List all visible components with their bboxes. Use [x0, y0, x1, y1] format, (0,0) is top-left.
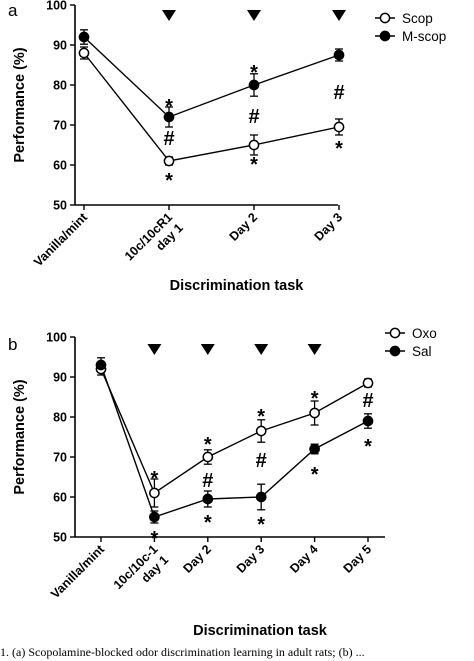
triangle-marker — [307, 344, 322, 355]
data-point-filled — [248, 79, 260, 91]
x-tick-label: Day 5 — [341, 542, 375, 576]
x-tick-label-line: Day 3 — [234, 542, 268, 576]
y-tick-label: 70 — [53, 451, 67, 465]
x-axis-title: Discrimination task — [193, 623, 328, 639]
series-line — [83, 36, 340, 118]
significance-star: * — [250, 62, 258, 84]
data-point-filled — [362, 415, 374, 427]
significance-hash: # — [333, 82, 344, 104]
series-line — [100, 368, 369, 495]
data-point-filled — [149, 511, 160, 523]
significance-star: * — [335, 138, 343, 160]
series-line — [100, 364, 369, 518]
data-point-open — [255, 425, 267, 437]
x-tick-label: Day 3 — [312, 210, 346, 244]
y-tick-label: 100 — [46, 331, 67, 345]
x-tick-label-line: Day 5 — [341, 542, 375, 576]
x-tick-label: 10c/10c-1day 1 — [111, 542, 171, 602]
figure-caption: 1. (a) Scopolamine-blocked odor discrimi… — [0, 645, 365, 659]
x-tick-label-line: Day 3 — [312, 210, 346, 244]
significance-hash: # — [362, 390, 373, 412]
x-axis-title: Discrimination task — [170, 278, 305, 294]
data-point-filled — [78, 31, 90, 43]
data-point-open — [309, 407, 320, 419]
significance-star: * — [250, 154, 258, 176]
legend-label: Sal — [412, 344, 432, 359]
triangle-marker — [254, 344, 269, 355]
y-tick-label: 90 — [53, 371, 67, 385]
significance-star: * — [204, 512, 212, 534]
y-tick-label: 50 — [53, 199, 67, 213]
y-axis-title: Performance (%) — [12, 379, 28, 494]
legend-marker — [389, 345, 401, 357]
triangle-marker — [247, 10, 261, 21]
legend-label: M-scop — [402, 29, 446, 44]
triangle-marker — [147, 344, 162, 355]
significance-star: * — [204, 434, 212, 456]
y-tick-label: 80 — [53, 411, 67, 425]
significance-star: * — [151, 468, 159, 490]
x-tick-label: Vanilla/mint — [48, 542, 108, 602]
panel-label: b — [8, 335, 17, 354]
y-tick-label: 80 — [53, 79, 67, 93]
legend-label: Scop — [402, 11, 433, 26]
significance-star: * — [311, 388, 319, 410]
legend-marker — [379, 30, 391, 42]
significance-star: * — [165, 96, 173, 118]
x-tick-label: Day 2 — [180, 542, 214, 576]
data-point-open — [149, 487, 160, 499]
y-tick-label: 60 — [53, 159, 67, 173]
triangle-marker — [200, 344, 215, 355]
panel-a: a 50 60 70 80 90 100 Vanilla/mint 10c/10cR1day 1… — [8, 0, 446, 294]
x-tick-label-line: Day 2 — [227, 210, 261, 244]
significance-star: * — [364, 436, 372, 458]
legend-label: Oxo — [412, 326, 437, 341]
significance-hash: # — [202, 470, 213, 492]
data-point-filled — [309, 443, 320, 455]
y-tick-label: 100 — [46, 0, 67, 13]
x-tick-label: Vanilla/mint — [31, 210, 91, 270]
x-tick-label-line: Day 2 — [180, 542, 214, 576]
significance-hash: # — [256, 450, 267, 472]
significance-hash: # — [248, 106, 259, 128]
panel-b: b 50 60 70 80 90 100 Vanilla/mint 10c/10c-1day 1… — [8, 326, 437, 639]
data-point-filled — [333, 49, 345, 61]
data-point-open — [78, 47, 90, 59]
data-point-filled — [163, 111, 175, 123]
panel-label: a — [8, 1, 18, 20]
x-tick-label-line: Vanilla/mint — [48, 542, 108, 602]
data-point-open — [202, 451, 214, 463]
significance-star: * — [257, 406, 265, 428]
significance-star: * — [151, 528, 159, 550]
data-point-open — [362, 377, 374, 389]
significance-star: * — [165, 170, 173, 192]
series-line — [83, 52, 340, 162]
x-tick-label: Day 4 — [287, 542, 321, 576]
significance-star: * — [311, 464, 319, 486]
data-point-open — [248, 139, 260, 151]
legend-marker — [389, 327, 401, 339]
data-point-filled — [202, 493, 214, 505]
x-tick-label: Day 3 — [234, 542, 268, 576]
y-tick-label: 60 — [53, 491, 67, 505]
triangle-marker — [162, 10, 176, 21]
x-tick-label: Day 2 — [227, 210, 261, 244]
x-tick-label-line: Day 4 — [287, 542, 321, 576]
significance-hash: # — [163, 128, 174, 150]
y-tick-label: 50 — [53, 531, 67, 545]
x-tick-label: 10c/10cR1day 1 — [122, 210, 186, 274]
data-point-open — [333, 121, 345, 133]
significance-star: * — [257, 514, 265, 536]
y-tick-label: 90 — [53, 39, 67, 53]
data-point-filled — [255, 491, 267, 503]
triangle-marker — [332, 10, 346, 21]
legend-marker — [379, 12, 391, 24]
data-point-filled — [95, 359, 107, 371]
data-point-open — [163, 155, 175, 167]
y-axis-title: Performance (%) — [12, 47, 28, 162]
x-tick-label-line: Vanilla/mint — [31, 210, 91, 270]
y-tick-label: 70 — [53, 119, 67, 133]
